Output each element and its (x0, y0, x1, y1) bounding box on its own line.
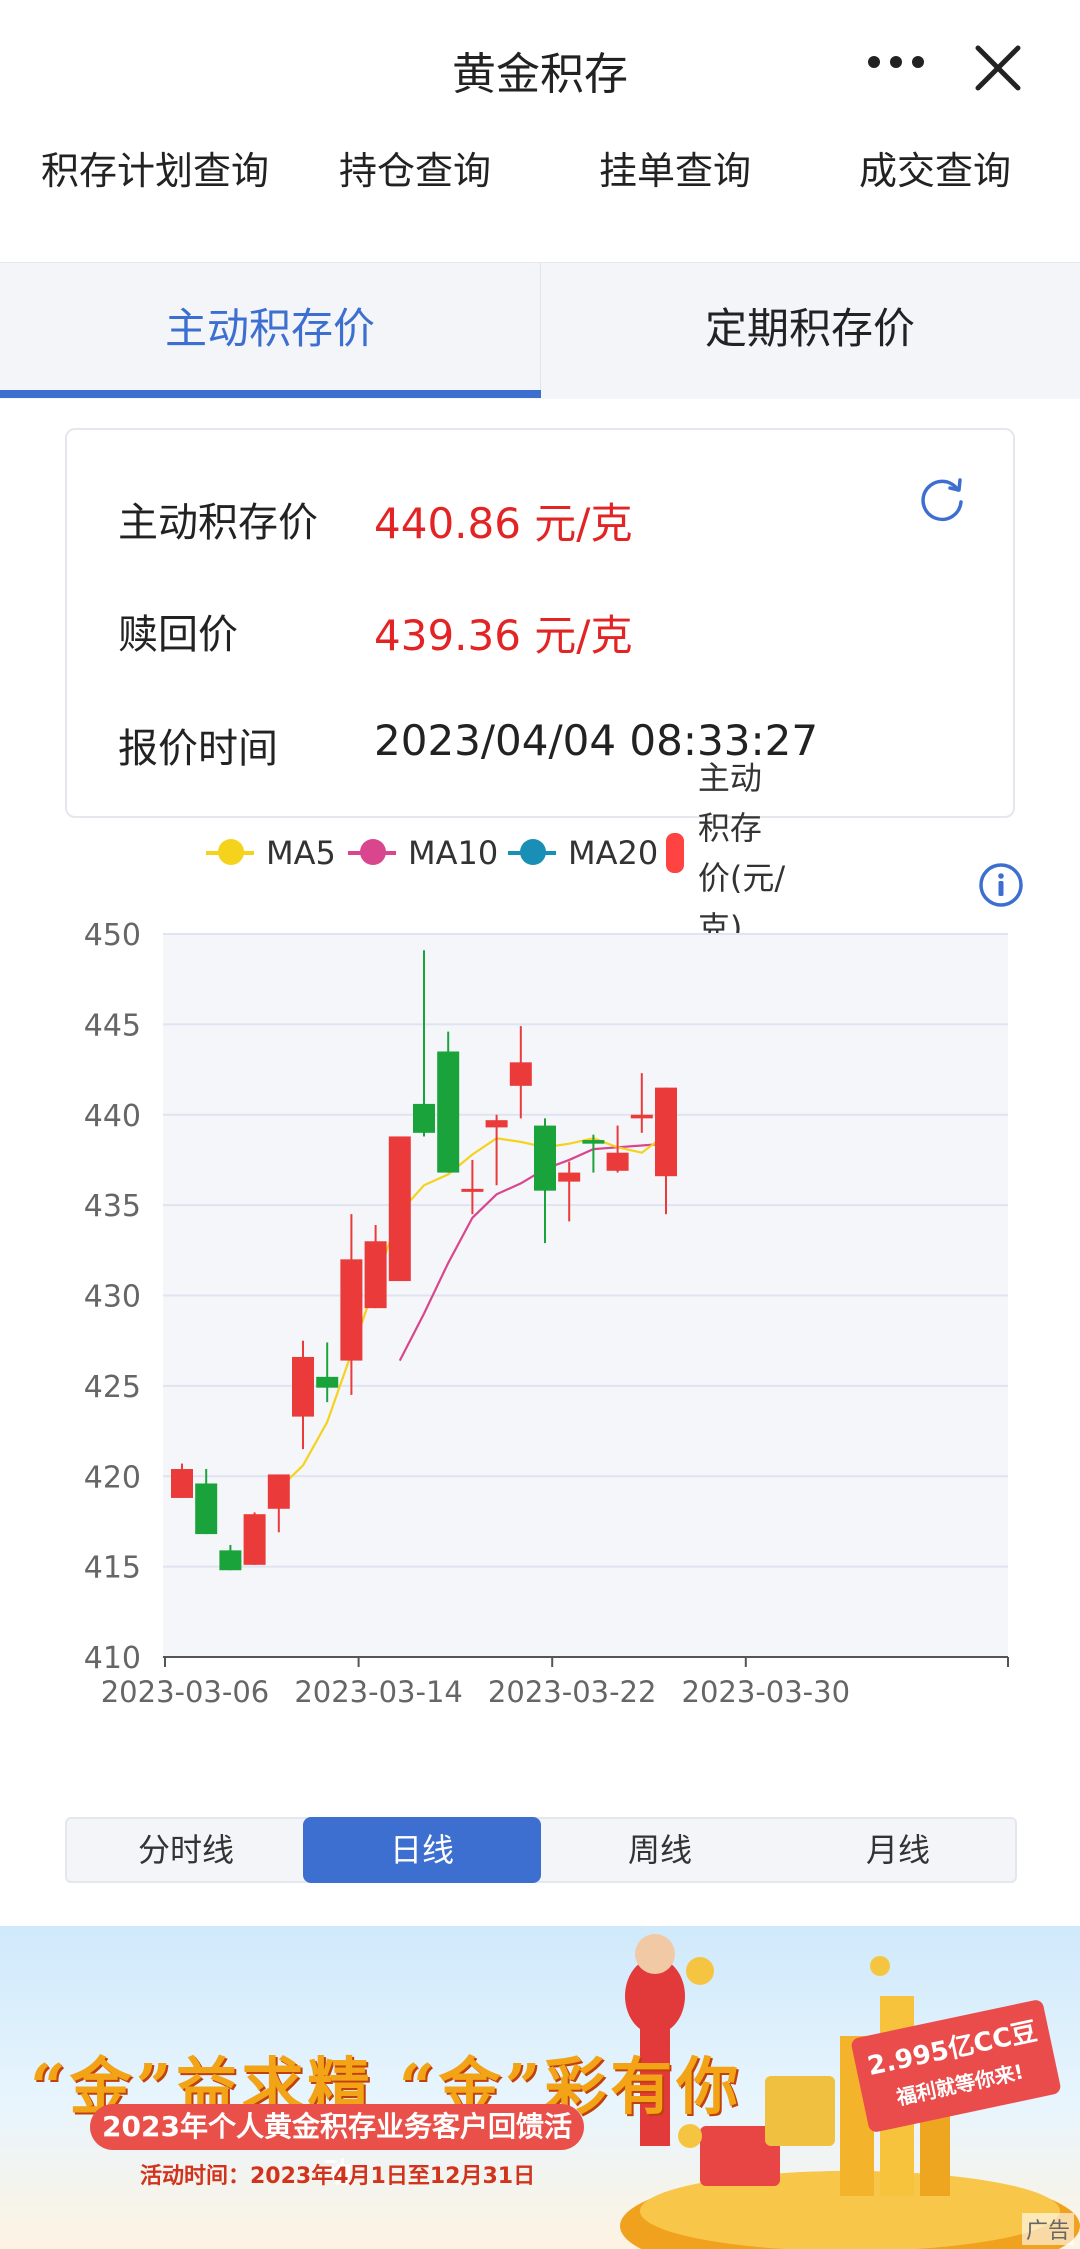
candle-body (582, 1140, 605, 1144)
candle-body (558, 1172, 581, 1182)
candle-body (655, 1087, 677, 1177)
candle-body (413, 1103, 435, 1133)
more-dots-icon[interactable] (868, 42, 924, 82)
tab-divider (540, 262, 541, 398)
period-daily[interactable]: 日线 (303, 1817, 541, 1883)
candle-body (485, 1120, 508, 1128)
gold-podium-illustration (620, 1934, 1080, 2249)
period-intraday[interactable]: 分时线 (137, 1831, 234, 1869)
x-tick-label: 2023-03-14 (294, 1675, 463, 1709)
x-tick-label: 2023-03-22 (488, 1675, 657, 1709)
candle-body (509, 1062, 532, 1086)
tab-active-indicator (0, 390, 541, 398)
period-monthly[interactable]: 月线 (865, 1831, 930, 1869)
nav-plan-query[interactable]: 积存计划查询 (40, 149, 269, 193)
candle-body (364, 1241, 387, 1309)
redeem-price-value: 439.36 元/克 (374, 611, 633, 660)
candle-body (340, 1259, 363, 1361)
close-icon[interactable] (968, 38, 1028, 98)
dot (868, 56, 880, 68)
ma10-line (398, 1142, 667, 1362)
candle-body (534, 1125, 556, 1191)
y-tick-label: 420 (84, 1460, 141, 1495)
y-tick-label: 415 (84, 1551, 141, 1586)
page-title: 黄金积存 (452, 49, 628, 100)
period-selector: 分时线 日线 周线 月线 (65, 1817, 1017, 1883)
candle-body (606, 1152, 629, 1171)
y-tick-label: 410 (84, 1641, 141, 1676)
active-price-label: 主动积存价 (118, 500, 318, 546)
y-tick-label: 445 (84, 1008, 141, 1043)
tab-active-price[interactable]: 主动积存价 (164, 304, 375, 353)
candle-body (388, 1136, 411, 1282)
candle-body (461, 1188, 484, 1192)
dot (890, 56, 902, 68)
banner-time: 活动时间：2023年4月1日至12月31日 (140, 2164, 536, 2189)
x-tick-label: 2023-03-30 (682, 1675, 851, 1709)
dot (912, 56, 924, 68)
candle-body (292, 1356, 314, 1417)
banner-subtitle: 2023年个人黄金积存业务客户回馈活动 (90, 2104, 584, 2189)
legend-ma10[interactable]: MA10 (348, 828, 498, 878)
tab-regular-price[interactable]: 定期积存价 (704, 304, 915, 353)
candle-body (243, 1514, 266, 1565)
active-price-value: 440.86 元/克 (374, 499, 633, 548)
x-tick-label: 2023-03-06 (101, 1675, 270, 1709)
promo-banner[interactable]: “金”益求精 “金”彩有你 2023年个人黄金积存业务客户回馈活动 活动时间：2… (0, 1926, 1080, 2249)
candle-body (171, 1469, 193, 1498)
y-tick-label: 450 (84, 918, 141, 953)
candle-body (219, 1550, 242, 1571)
y-tick-label: 435 (84, 1189, 141, 1224)
legend-ma10-label: MA10 (408, 834, 499, 872)
ad-label: 广告 (1021, 2213, 1074, 2245)
legend-ma20[interactable]: MA20 (508, 828, 658, 878)
refresh-icon[interactable] (914, 472, 970, 528)
redeem-price-label: 赎回价 (118, 612, 238, 658)
legend-ma5-label: MA5 (266, 834, 336, 872)
info-icon[interactable] (978, 862, 1024, 908)
legend-price[interactable]: 主动积存价(元/克) (666, 759, 787, 947)
candle-body (195, 1483, 218, 1535)
candle-body (437, 1051, 460, 1173)
candle-body (267, 1474, 290, 1509)
nav-deal-query[interactable]: 成交查询 (858, 149, 1011, 193)
legend-ma20-label: MA20 (568, 834, 659, 872)
y-tick-label: 425 (84, 1370, 141, 1405)
y-tick-label: 430 (84, 1280, 141, 1315)
quote-time-label: 报价时间 (118, 726, 278, 772)
candle-body (630, 1114, 653, 1119)
candlestick-chart: 410 415 420 425 430 435 440 445 450 2023-03-06 202… (84, 918, 1009, 1709)
legend-ma5[interactable]: MA5 (206, 828, 336, 878)
nav-order-query[interactable]: 挂单查询 (598, 149, 751, 193)
candle-body (316, 1376, 339, 1388)
y-tick-label: 440 (84, 1099, 141, 1134)
quote-time-value: 2023/04/04 08:33:27 (374, 716, 819, 765)
price-card (65, 428, 1015, 818)
top-nav: 积存计划查询 持仓查询 挂单查询 成交查询 (0, 140, 1080, 200)
nav-position-query[interactable]: 持仓查询 (338, 149, 491, 193)
period-weekly[interactable]: 周线 (627, 1831, 692, 1869)
